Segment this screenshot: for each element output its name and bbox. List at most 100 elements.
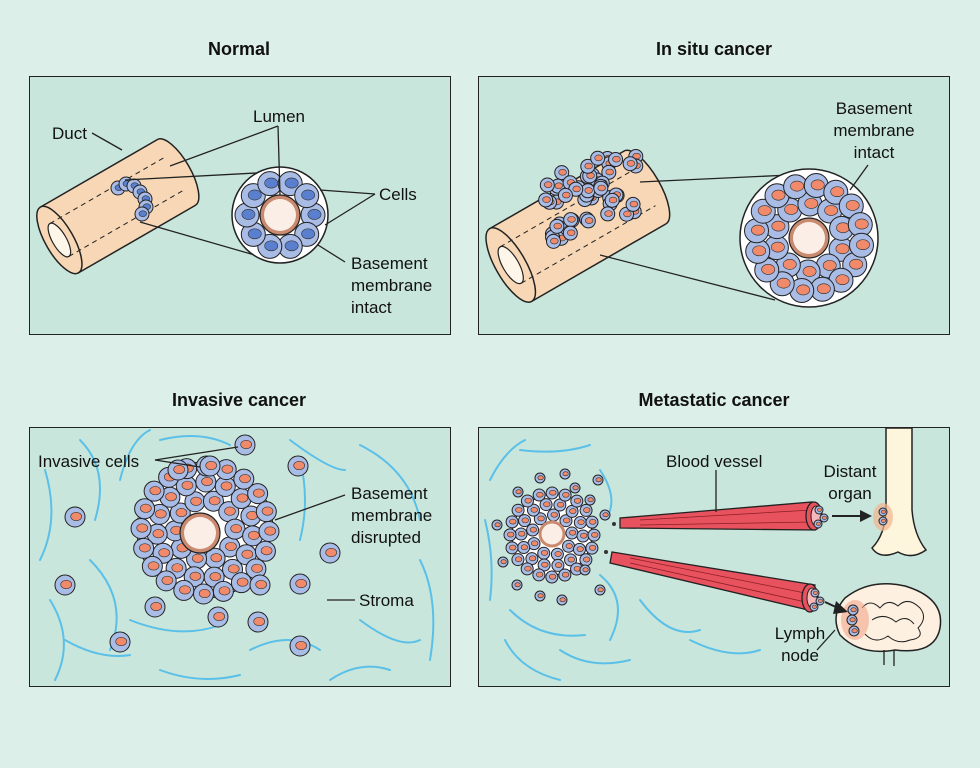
mass-cell [215,459,237,481]
vessel-cell [815,596,825,606]
duct-cell [580,213,596,229]
mass-cell [520,494,534,508]
mass-cell [585,541,599,555]
metastatic-cell [594,584,606,596]
vessel-cell [809,602,819,612]
duct-cell [600,206,616,222]
duct-cell [557,187,573,203]
mass-cell [258,520,280,542]
normal-duct-cells [110,176,154,222]
duct-cell [134,206,150,222]
arrow-to-distant-organ [860,510,872,522]
mass-cell [573,515,587,529]
mass-cell [829,215,855,241]
mass-cell [558,488,572,502]
mass-cell [233,468,255,490]
mass-cell [579,503,593,517]
node-cell [848,625,860,637]
metastatic-cell [569,482,581,494]
label-situ-basement-2: membrane [833,121,915,140]
mass-cell [570,494,584,508]
mass-cell [526,523,540,537]
mass-cell [764,183,790,209]
metastatic-cell [592,474,604,486]
label-inv-basement-2: membrane [351,506,433,525]
organ-cell [878,507,888,517]
label-situ-basement-1: Basement [835,99,913,118]
normal-duct [36,138,200,275]
organ-cell [878,516,888,526]
mass-cell [532,568,546,582]
label-lumen: Lumen [253,107,305,126]
mass-cell [517,541,531,555]
in-situ-illustration [485,148,879,308]
mass-cell [579,553,593,567]
duct-cell [563,212,579,228]
node-cell [846,614,858,626]
duct-cell [549,218,565,234]
normal-lumen [264,199,296,231]
metastatic-scattered-cells [491,468,616,606]
mass-cell [775,252,801,278]
in-situ-duct-cells [538,148,644,249]
invasive-cell [144,596,166,618]
lymph-node [835,583,942,666]
vessel-cell [819,513,829,523]
organ-cells [846,507,888,637]
metastatic-illustration [484,428,942,681]
mass-cell [520,562,534,576]
invasive-cell [319,542,341,564]
vessel-cell [813,519,823,529]
mass-cell [511,553,525,567]
label-duct: Duct [52,124,87,143]
label-normal-basement-3: intact [351,298,392,317]
in-situ-cell-mass [743,172,875,304]
mass-cell [743,218,769,244]
ring-cell [277,233,303,259]
mass-cell [562,539,576,553]
duct-cell [580,183,596,199]
ring-cell [300,202,326,228]
mass-cell [545,570,559,584]
invasive-cell [234,434,256,456]
mass-cell [526,503,540,517]
mass-cell [783,174,809,200]
mass-cell [849,232,875,258]
blood-vessel [619,501,823,531]
invasive-cell [199,455,221,477]
mass-cell [587,528,601,542]
normal-cell-ring [234,171,326,259]
mass-cell [754,257,780,283]
invasive-cell [64,506,86,528]
label-cells: Cells [379,185,417,204]
label-distant-2: organ [828,484,872,503]
duct-cell [590,150,606,166]
invasive-cell [287,455,309,477]
mass-cell [218,501,240,523]
mass-cell [224,518,246,540]
title-invasive: Invasive cancer [171,390,307,410]
mass-cell [134,498,156,520]
mass-cell [532,488,546,502]
vessel-cell [814,505,824,515]
metastatic-cell [556,594,568,606]
duct-cell [625,196,641,212]
duct-cell [554,165,570,181]
mass-cell [537,558,551,572]
mass-cell [525,552,539,566]
label-normal-basement-2: membrane [351,276,433,295]
metastatic-cell [511,579,523,591]
mass-cell [173,579,195,601]
mass-cell [545,486,559,500]
invasive-stroma-fibers [39,429,435,681]
mass-cell [537,546,551,560]
invasive-cell [247,611,269,633]
mass-cell [511,503,525,517]
vessel-cells [809,505,829,612]
lymph-vessel [609,551,819,613]
mass-cell [809,276,835,302]
in-situ-lumen [793,222,825,254]
mass-cell [558,568,572,582]
distant-organ-bone [871,428,928,557]
mass-cell [242,525,264,547]
